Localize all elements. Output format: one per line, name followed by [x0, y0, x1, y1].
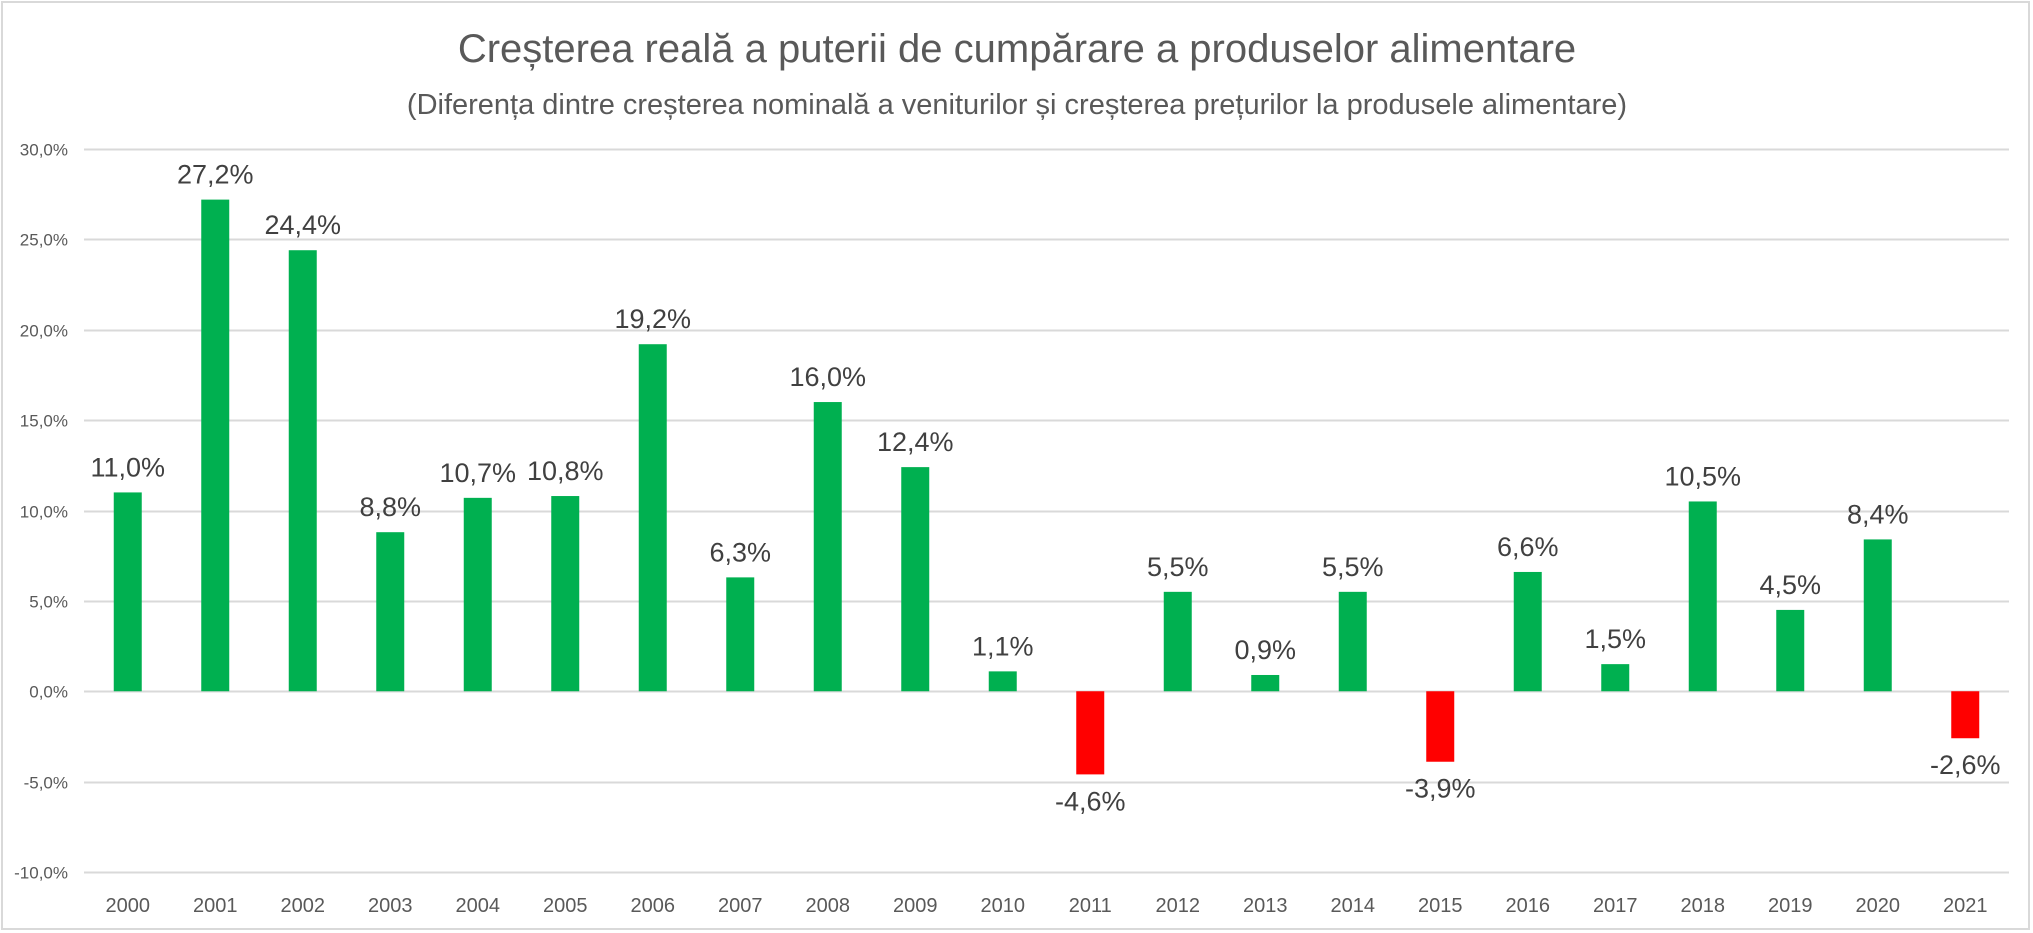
bar-2009	[901, 467, 930, 692]
x-tick-label: 2013	[1243, 895, 1288, 917]
y-tick-label: 20,0%	[20, 322, 68, 341]
bar-2019	[1776, 609, 1805, 692]
data-label: -2,6%	[1930, 750, 2001, 780]
bar-2016	[1513, 571, 1542, 692]
bars	[113, 199, 1980, 775]
bar-2004	[463, 497, 492, 692]
y-tick-label: 10,0%	[20, 503, 68, 522]
bar-2017	[1601, 664, 1630, 692]
bar-2015	[1426, 691, 1455, 762]
data-label: 10,8%	[527, 456, 604, 486]
data-label: 5,5%	[1322, 552, 1384, 582]
data-label: 4,5%	[1759, 570, 1821, 600]
bar-2013	[1251, 674, 1280, 692]
data-labels: 11,0% 27,2% 24,4% 8,8% 10,7% 10,8% 19,2% 6,3% 16…	[90, 160, 2000, 817]
x-tick-label: 2001	[193, 895, 238, 917]
bar-2021	[1951, 691, 1980, 739]
y-tick-label: 25,0%	[20, 231, 68, 250]
x-tick-label: 2020	[1856, 895, 1901, 917]
y-axis: 30,0% 25,0% 20,0% 15,0% 10,0% 5,0% 0,0% -5,0% -1…	[14, 141, 68, 883]
x-tick-label: 2014	[1331, 895, 1376, 917]
data-label: 12,4%	[877, 427, 954, 457]
x-tick-label: 2017	[1593, 895, 1638, 917]
x-tick-label: 2004	[456, 895, 501, 917]
bar-2018	[1688, 501, 1717, 692]
data-label: 1,5%	[1584, 624, 1646, 654]
data-label: 10,7%	[439, 458, 516, 488]
data-label: 8,8%	[359, 492, 421, 522]
data-label: 6,3%	[709, 537, 771, 567]
data-label: -4,6%	[1055, 786, 1126, 816]
x-tick-label: 2002	[281, 895, 326, 917]
x-tick-label: 2019	[1768, 895, 1813, 917]
bar-2001	[201, 199, 230, 692]
x-tick-label: 2000	[106, 895, 151, 917]
x-tick-label: 2003	[368, 895, 413, 917]
data-label: 5,5%	[1147, 552, 1209, 582]
bar-2005	[551, 496, 580, 692]
gridlines	[84, 148, 2009, 874]
bar-2008	[813, 402, 842, 692]
bar-2020	[1863, 539, 1892, 692]
x-tick-label: 2021	[1943, 895, 1988, 917]
x-tick-label: 2010	[981, 895, 1026, 917]
x-tick-label: 2005	[543, 895, 588, 917]
bar-2012	[1163, 591, 1192, 692]
bar-2006	[638, 344, 667, 692]
bar-2007	[726, 577, 755, 692]
x-tick-label: 2012	[1156, 895, 1201, 917]
x-tick-label: 2008	[806, 895, 851, 917]
y-tick-label: 0,0%	[29, 683, 68, 702]
data-label: 6,6%	[1497, 532, 1559, 562]
x-tick-label: 2018	[1681, 895, 1726, 917]
data-label: 11,0%	[90, 452, 165, 482]
bar-2003	[376, 532, 405, 692]
x-tick-label: 2007	[718, 895, 763, 917]
x-tick-label: 2011	[1069, 895, 1112, 917]
chart-title: Creșterea reală a puterii de cumpărare a…	[458, 27, 1576, 71]
x-tick-label: 2016	[1506, 895, 1551, 917]
bar-2011	[1076, 691, 1105, 775]
bar-2010	[988, 671, 1017, 692]
bar-2000	[113, 492, 142, 692]
data-label: 27,2%	[177, 160, 254, 190]
chart-subtitle: (Diferența dintre creșterea nominală a v…	[407, 89, 1627, 121]
x-tick-label: 2009	[893, 895, 938, 917]
bar-2014	[1338, 591, 1367, 692]
data-label: 19,2%	[614, 304, 691, 334]
data-label: 8,4%	[1847, 499, 1909, 529]
data-label: 0,9%	[1234, 635, 1296, 665]
x-axis: 2000 2001 2002 2003 2004 2005 2006 2007 2008 2009…	[106, 895, 1988, 917]
x-tick-label: 2015	[1418, 895, 1463, 917]
data-label: 16,0%	[789, 362, 866, 392]
y-tick-label: 30,0%	[20, 141, 68, 160]
data-label: 1,1%	[972, 631, 1034, 661]
data-label: -3,9%	[1405, 774, 1476, 804]
data-label: 10,5%	[1664, 461, 1741, 491]
y-tick-label: -5,0%	[24, 774, 68, 793]
bar-2002	[288, 250, 317, 692]
y-tick-label: 15,0%	[20, 412, 68, 431]
x-tick-label: 2006	[631, 895, 676, 917]
y-tick-label: 5,0%	[29, 593, 68, 612]
data-label: 24,4%	[264, 210, 341, 240]
y-tick-label: -10,0%	[14, 864, 68, 883]
